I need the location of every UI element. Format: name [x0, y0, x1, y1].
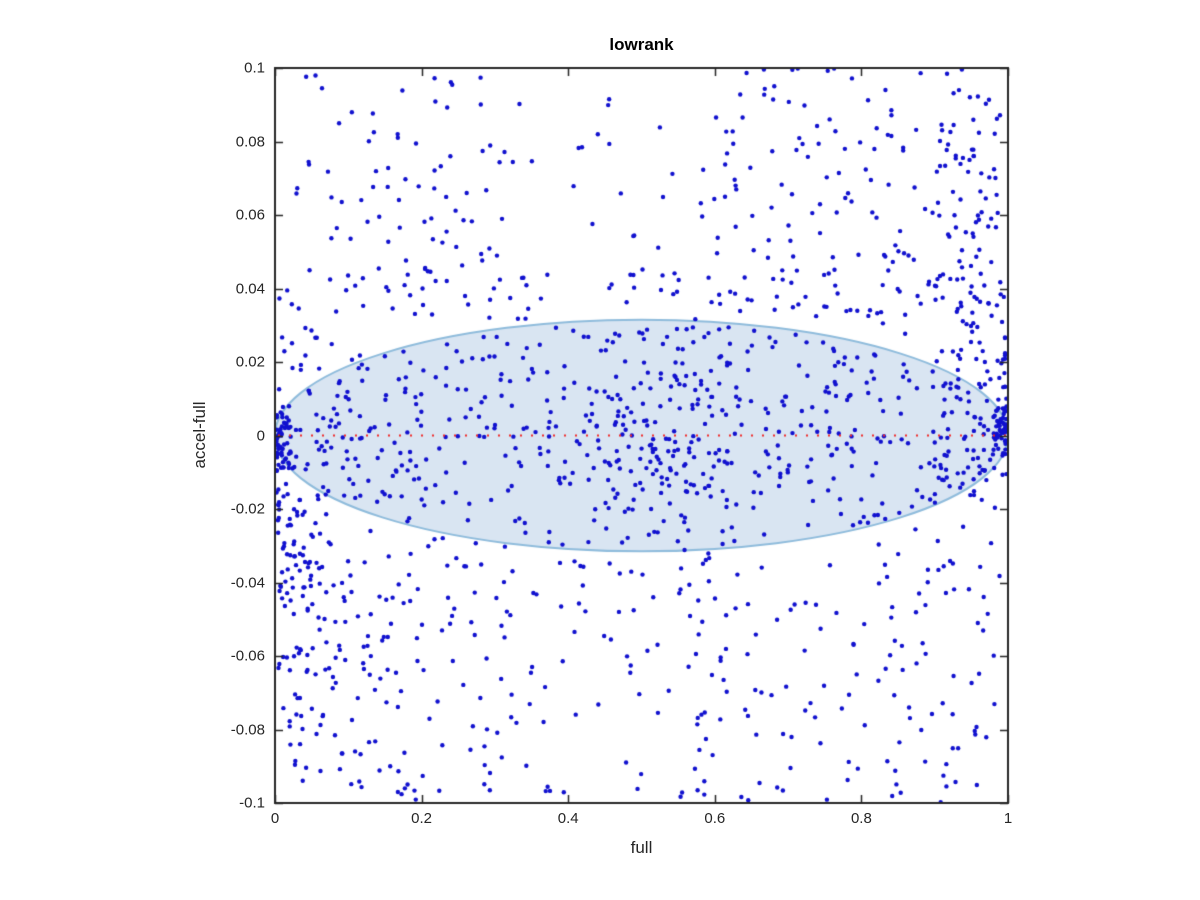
x-tick-label: 0.2 — [411, 810, 433, 827]
y-tick-label: -0.08 — [230, 721, 265, 738]
y-tick-label: -0.02 — [230, 500, 265, 518]
y-tick-label: -0.06 — [230, 647, 265, 665]
y-axis-label: accel-full — [190, 400, 209, 469]
y-tick-label: 0.06 — [235, 206, 265, 224]
y-tick-label: 0 — [256, 427, 265, 444]
y-tick-label: -0.1 — [239, 794, 265, 812]
x-tick-label: 0 — [270, 810, 280, 827]
chart-title: lowrank — [609, 35, 674, 54]
y-tick-label: 0.04 — [235, 280, 265, 297]
y-tick-label: 0.1 — [244, 59, 265, 77]
x-tick-label: 1 — [1003, 810, 1013, 827]
y-tick-label: -0.04 — [230, 574, 265, 591]
x-tick-label: 0.4 — [557, 810, 579, 827]
y-tick-label: 0.02 — [235, 353, 265, 371]
x-axis-label: full — [630, 838, 653, 857]
x-tick-label: 0.6 — [704, 810, 726, 827]
y-tick-label: 0.08 — [235, 133, 265, 150]
x-tick-label: 0.8 — [850, 810, 872, 827]
